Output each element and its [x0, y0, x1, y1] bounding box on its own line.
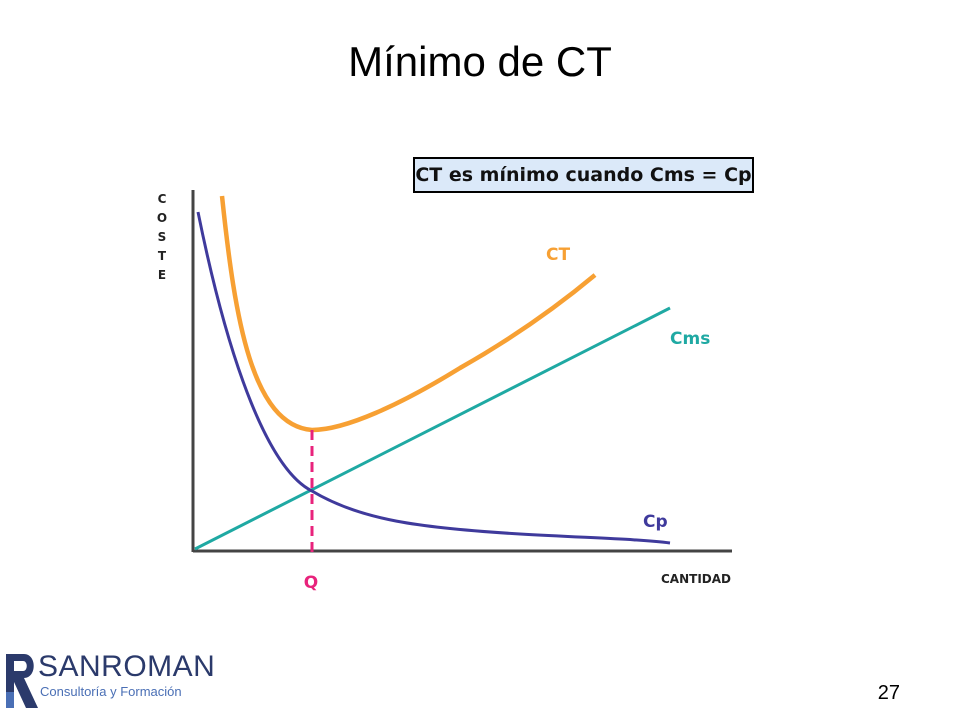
logo-tagline: Consultoría y Formación [40, 684, 182, 699]
cms-curve [194, 306, 671, 551]
logo-name: SANROMAN [38, 650, 216, 683]
cp-label: Cp [643, 512, 668, 532]
cp-curve [196, 211, 671, 545]
sanroman-logo: SANROMAN Consultoría y Formación [4, 650, 215, 710]
cms-label: Cms [670, 329, 710, 349]
page-number: 27 [877, 682, 900, 704]
x-axis-label: CANTIDAD [661, 572, 731, 586]
q-label: Q [304, 573, 318, 593]
sanroman-r-icon [6, 654, 38, 708]
slide-title: Mínimo de CT [348, 38, 612, 85]
ct-label: CT [546, 245, 570, 265]
minimum-condition-callout: CT es mínimo cuando Cms = Cp [413, 157, 754, 193]
ct-curve [219, 195, 597, 433]
